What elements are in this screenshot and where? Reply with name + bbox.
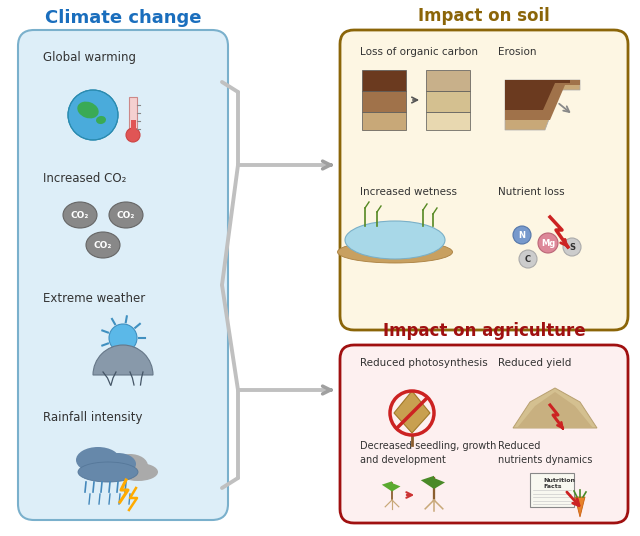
Bar — [362, 91, 406, 112]
Ellipse shape — [109, 202, 143, 228]
Circle shape — [563, 238, 581, 256]
Text: Erosion: Erosion — [498, 47, 536, 57]
Text: Reduced
nutrients dynamics: Reduced nutrients dynamics — [498, 442, 593, 465]
Bar — [426, 91, 470, 112]
FancyBboxPatch shape — [340, 345, 628, 523]
Text: S: S — [569, 242, 575, 251]
Polygon shape — [392, 483, 401, 492]
Ellipse shape — [86, 232, 120, 258]
Ellipse shape — [76, 447, 120, 473]
Bar — [129, 97, 137, 133]
Text: Impact on soil: Impact on soil — [418, 7, 550, 25]
Text: Impact on agriculture: Impact on agriculture — [383, 322, 586, 340]
Text: CO₂: CO₂ — [117, 211, 135, 220]
Polygon shape — [382, 481, 392, 492]
Circle shape — [68, 90, 118, 140]
FancyBboxPatch shape — [340, 30, 628, 330]
Circle shape — [519, 250, 537, 268]
Text: N: N — [518, 230, 525, 240]
Circle shape — [513, 226, 531, 244]
Bar — [426, 70, 470, 91]
Circle shape — [126, 128, 140, 142]
Polygon shape — [505, 80, 580, 120]
Wedge shape — [93, 345, 153, 375]
Ellipse shape — [112, 454, 148, 478]
Bar — [362, 70, 406, 91]
Text: Reduced yield: Reduced yield — [498, 358, 572, 368]
Bar — [131, 120, 136, 137]
Text: Reduced photosynthesis: Reduced photosynthesis — [360, 358, 488, 368]
Text: Decreased seedling, growth
and development: Decreased seedling, growth and developme… — [360, 442, 497, 465]
Ellipse shape — [345, 221, 445, 259]
Text: Increased wetness: Increased wetness — [360, 187, 457, 197]
Polygon shape — [517, 392, 593, 428]
Text: Increased CO₂: Increased CO₂ — [43, 172, 126, 184]
Ellipse shape — [100, 453, 136, 475]
Text: C: C — [525, 255, 531, 264]
Polygon shape — [575, 497, 585, 517]
Text: Loss of organic carbon: Loss of organic carbon — [360, 47, 478, 57]
Text: Climate change: Climate change — [45, 9, 201, 27]
Bar — [530, 473, 574, 507]
Bar — [426, 112, 470, 130]
Polygon shape — [421, 476, 434, 489]
Ellipse shape — [63, 202, 97, 228]
Polygon shape — [434, 478, 445, 489]
Polygon shape — [513, 388, 597, 428]
FancyBboxPatch shape — [18, 30, 228, 520]
Ellipse shape — [78, 462, 138, 482]
Ellipse shape — [96, 116, 106, 124]
Text: CO₂: CO₂ — [71, 211, 89, 220]
Ellipse shape — [118, 463, 158, 481]
Text: Rainfall intensity: Rainfall intensity — [43, 412, 143, 425]
Circle shape — [109, 324, 137, 352]
Polygon shape — [505, 80, 570, 110]
Text: CO₂: CO₂ — [94, 241, 112, 249]
Polygon shape — [394, 391, 430, 433]
Text: Global warming: Global warming — [43, 51, 136, 64]
Ellipse shape — [337, 241, 452, 263]
Text: Nutrition
Facts: Nutrition Facts — [543, 478, 575, 489]
Bar — [362, 112, 406, 130]
Text: Mg: Mg — [541, 239, 555, 248]
Polygon shape — [505, 80, 580, 130]
Circle shape — [538, 233, 558, 253]
Text: Extreme weather: Extreme weather — [43, 292, 145, 304]
Text: Nutrient loss: Nutrient loss — [498, 187, 564, 197]
Ellipse shape — [77, 102, 99, 118]
